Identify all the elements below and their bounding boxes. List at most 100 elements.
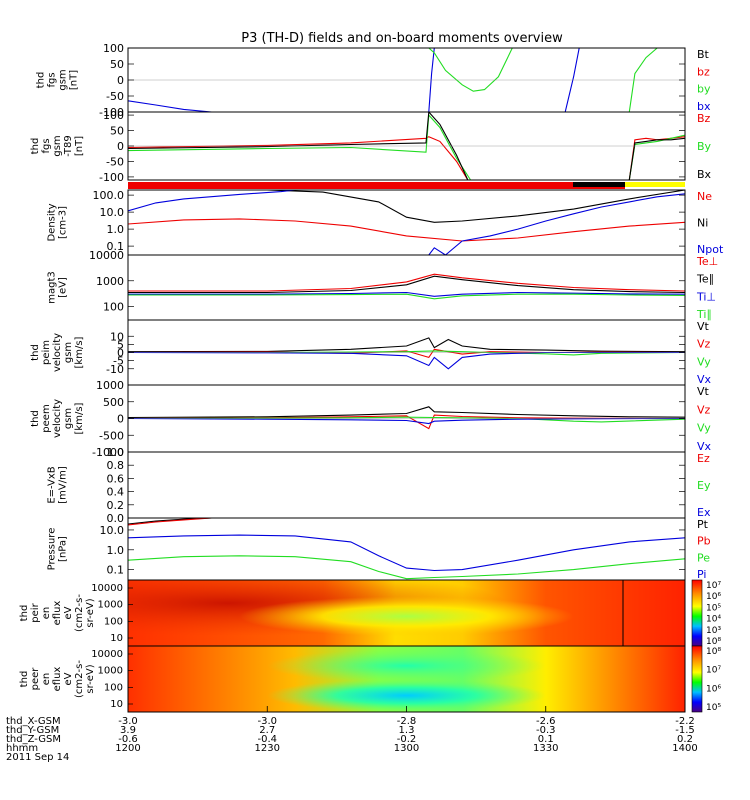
y-tick-label: 0 [117,413,124,426]
y-axis-label: Pressure [47,528,58,571]
legend-entry: Vy [697,355,711,368]
y-tick-label: -10 [106,363,124,376]
y-tick-label: 0.8 [107,459,125,472]
y-axis-label: eV [63,672,74,685]
ephemeris-value: -1.5 [675,725,695,736]
series-line-Vt [128,337,685,353]
ephemeris-table: thd_X-GSM -3.0 -3.0 -2.8 -2.6 -2.2 thd_Y-GSM 3.… [6,706,698,763]
legend-entry: by [697,83,711,96]
panel-fgs-t89: 100 50 0 -50 -100 thd fgs gsm -T89 [nT] Bz By Bx [30,109,712,184]
series-line-Ni [267,190,685,223]
y-tick-label: 1000 [96,379,124,392]
series-line-Pe [128,555,685,580]
ephemeris-row-label: thd_X-GSM [6,716,61,727]
ephemeris-row-label: thd_Z-GSM [6,734,61,745]
y-tick-label: 1000 [98,600,123,611]
ephemeris-value: -0.6 [118,734,138,745]
series-group [128,337,685,370]
panel-efield: 1.00.80.60.40.20.0 E=-VxB [mV/m] Ez Ey Ex [47,446,711,525]
ephemeris-value: -2.6 [536,716,556,727]
panel-frame [127,517,686,581]
y-tick-label: 100 [103,109,124,122]
y-axis-label: [km/s] [74,402,85,434]
panel-frame [127,451,686,519]
mode-bar-segment [573,182,625,187]
legend-entry: Npot [697,243,724,256]
legend-entry: bx [697,100,711,113]
y-axis-label: (cm2-s- [74,594,85,632]
ephemeris-value: 0.2 [677,734,693,745]
y-axis-label: thd [30,410,41,427]
y-axis-label: [mV/m] [58,466,69,504]
series-group [128,273,685,300]
colorbar-label: 10³ [706,626,721,636]
ephemeris-value: -0.2 [397,734,417,745]
colorbar [691,579,703,647]
series-line-bx [128,100,259,112]
y-tick-label: 0.2 [107,499,125,512]
series-line-Vx [128,417,685,425]
ephemeris-row-label: thd_Y-GSM [6,725,59,736]
panel-temperature: 10000 1000 100 magt3 [eV] Te⊥ Te∥ Ti⊥ Ti∥ [47,249,719,321]
y-axis-label: Density [47,203,58,241]
series-line-Bz2 [628,136,685,180]
ephemeris-value: 1200 [115,743,140,754]
legend-entry: Pt [697,518,709,531]
series-line-Pb [128,518,212,526]
legend-entry: Ni [697,217,708,230]
y-tick-label: -50 [106,90,124,103]
panel-fgs: 100 50 0 -50 -100 thd fgs gsm [nT] Bt bz by bx [36,42,711,119]
panel-density: 100.0 10.0 1.0 0.1 Density [cm-3] Ne Ni Npot [47,189,724,256]
y-tick-label: 1.0 [107,446,125,459]
colorbar-label: 10⁷ [706,581,721,591]
y-tick-label: 0.1 [107,564,125,577]
colorbar-label: 10⁸ [706,647,721,657]
legend-entry: Ex [697,506,711,519]
y-axis-label: [nT] [69,70,80,90]
y-tick-label: 10 [110,330,124,343]
legend-entry: Pi [697,568,706,581]
y-tick-label: 1.0 [107,544,125,557]
y-axis-label: -T89 [63,135,74,157]
legend-entry: Ey [697,479,711,492]
colorbar-label: 10⁵ [706,703,721,713]
mode-bar-segment [625,182,685,187]
y-axis-label: fgs [41,138,52,153]
legend-entry: Vx [697,440,712,453]
panel-frame [127,254,686,321]
y-tick-label: -100 [99,106,124,119]
y-axis-label: thd [30,344,41,361]
series-line-bx2 [428,48,435,112]
y-tick-label: 10.0 [100,524,125,537]
y-tick-label: 1.0 [107,223,125,236]
legend-entry: Te⊥ [696,255,718,268]
colorbar-label: 10⁸ [706,637,721,647]
series-line-Ti_perp [128,291,685,297]
colorbar-label: 10⁵ [706,603,721,613]
ephemeris-value: 3.9 [120,725,136,736]
y-tick-label: -5 [113,355,124,368]
y-tick-label: 10000 [89,249,124,262]
legend-entry: Vz [697,403,711,416]
chart-title: P3 (TH-D) fields and on-board moments ov… [241,31,563,46]
series-line-Bx [128,112,469,180]
series-group [128,518,685,580]
legend-entry: Vy [697,422,711,435]
y-axis-label: magt3 [47,271,58,304]
y-axis-label: fgs [47,72,58,87]
y-tick-label: 0.6 [107,472,125,485]
y-axis-label: thd [19,671,30,688]
spectrogram-cyan-region [128,646,685,712]
legend-entry: Ti⊥ [696,290,716,303]
y-axis-label: [nT] [74,136,85,156]
y-tick-label: 50 [110,125,124,138]
legend-entry: Pb [697,535,711,548]
y-axis-label: peer [30,667,41,691]
colorbar-label: 10⁷ [706,666,721,676]
y-tick-label: 100.0 [93,189,125,202]
y-tick-label: 1000 [98,666,123,677]
y-axis-label: velocity [52,399,63,438]
